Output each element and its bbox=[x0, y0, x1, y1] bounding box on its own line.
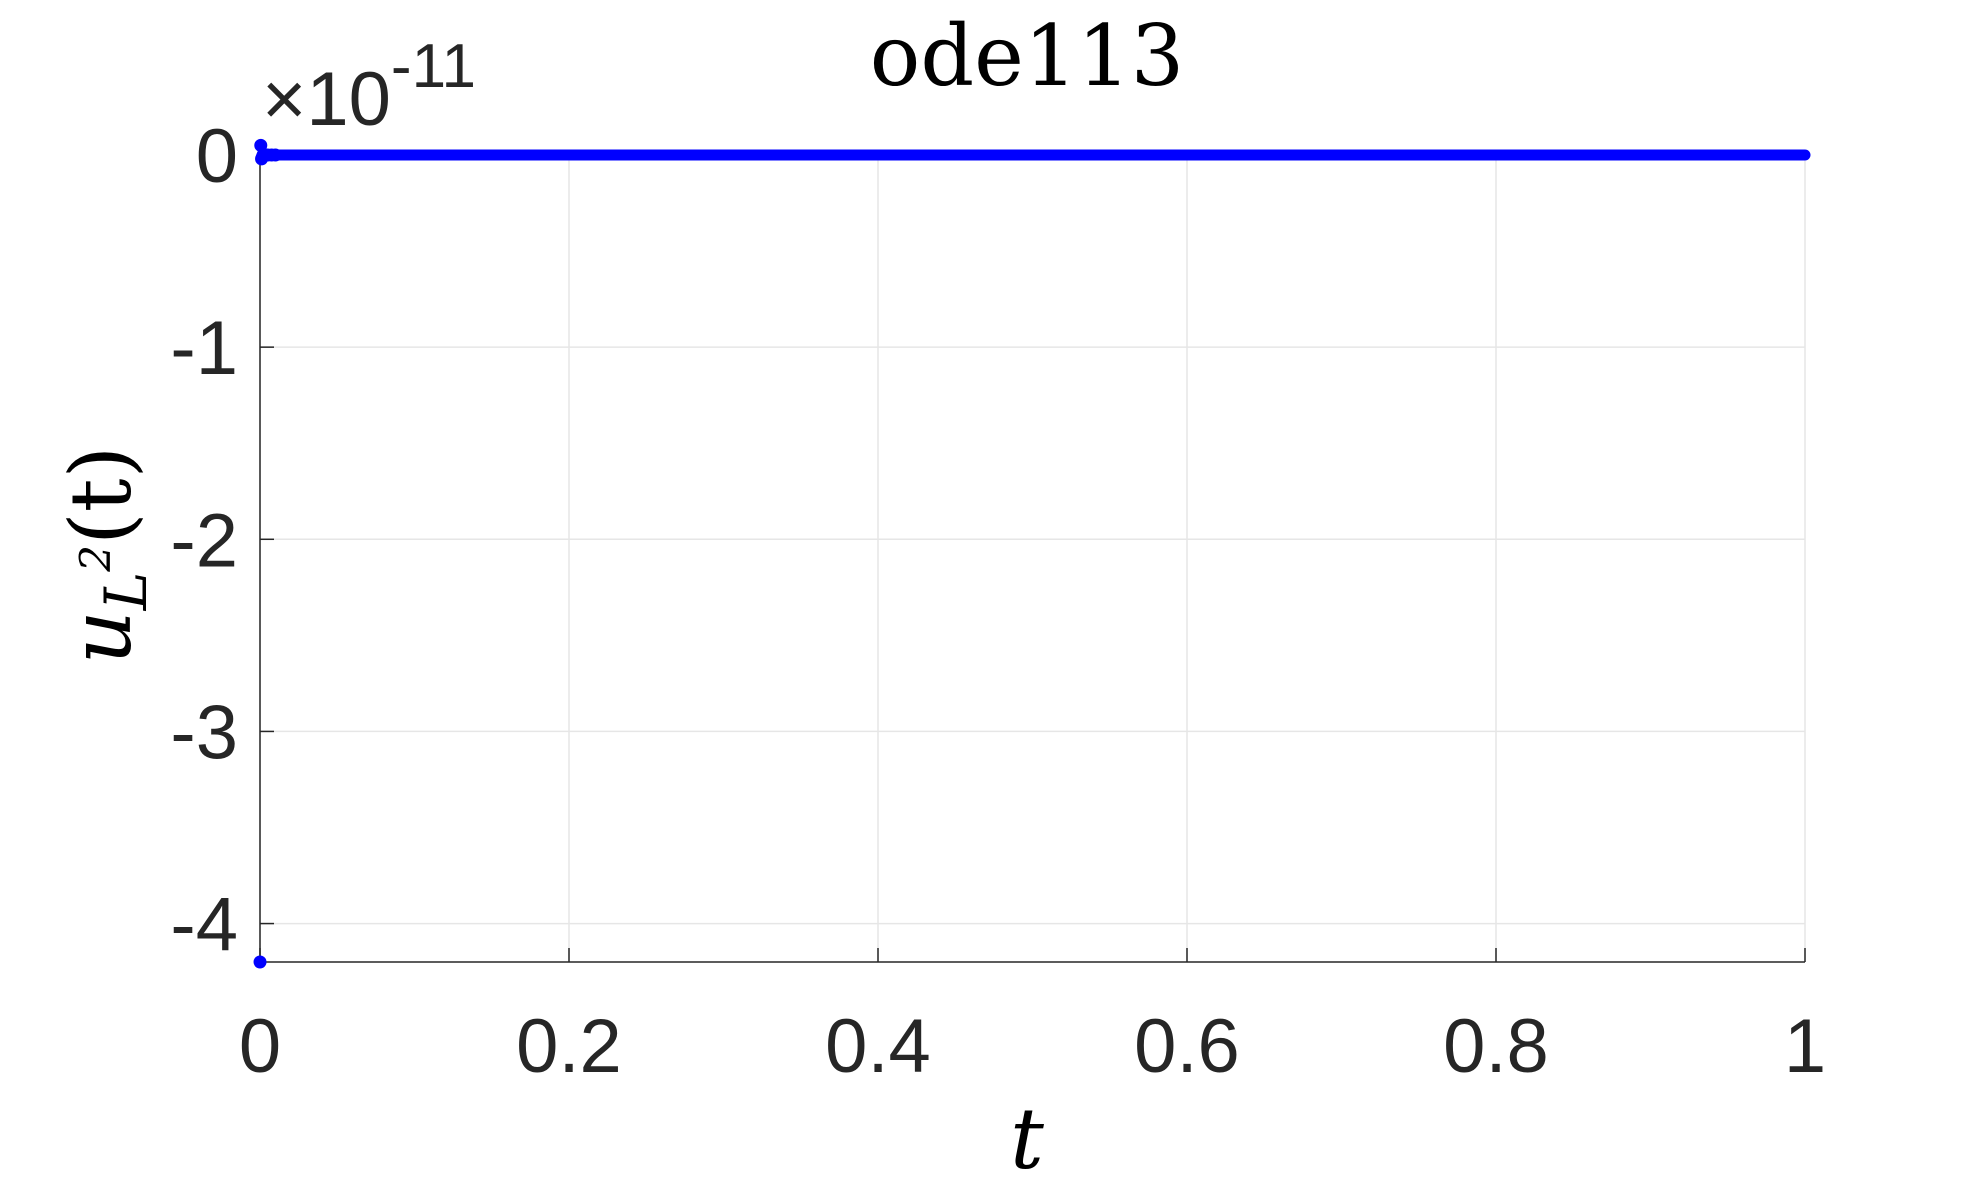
x-tick-label: 0.4 bbox=[825, 1004, 931, 1089]
data-point bbox=[268, 148, 282, 162]
grid-lines bbox=[259, 154, 1806, 962]
data-series bbox=[253, 138, 1811, 969]
y-label-base: u bbox=[52, 610, 150, 664]
x-tick-label: 0 bbox=[239, 1004, 281, 1089]
svg-text:×10-11: ×10-11 bbox=[262, 32, 476, 142]
x-tick-label: 1 bbox=[1784, 1004, 1826, 1089]
y-tick-label: -1 bbox=[170, 306, 238, 391]
chart-title: ode113 bbox=[870, 7, 1184, 105]
y-tick-label: -3 bbox=[170, 690, 238, 775]
axes bbox=[259, 154, 1806, 963]
data-point bbox=[253, 955, 267, 969]
y-axis-label: uL2(t) bbox=[52, 446, 160, 665]
x-tick-label: 0.6 bbox=[1134, 1004, 1240, 1089]
y-tick-label: -2 bbox=[170, 498, 238, 583]
y-label-superscript: 2 bbox=[71, 545, 120, 573]
x-axis-label: t bbox=[1010, 1090, 1044, 1188]
series bbox=[253, 138, 1811, 969]
x-tick-label: 0.8 bbox=[1443, 1004, 1549, 1089]
svg-text:uL2(t): uL2(t) bbox=[52, 446, 160, 665]
exponent-prefix: ×10 bbox=[262, 57, 391, 142]
tick-labels: 0 0.2 0.4 0.6 0.8 1 0 -1 -2 -3 -4 bbox=[170, 114, 1826, 1089]
exponent-label: ×10-11 bbox=[262, 32, 476, 142]
y-tick-label: -4 bbox=[170, 883, 238, 968]
y-label-argument: (t) bbox=[52, 446, 150, 545]
y-label-subscript: L bbox=[92, 572, 160, 612]
exponent-power: -11 bbox=[391, 32, 476, 101]
y-tick-label: 0 bbox=[196, 114, 238, 199]
x-tick-label: 0.2 bbox=[516, 1004, 622, 1089]
